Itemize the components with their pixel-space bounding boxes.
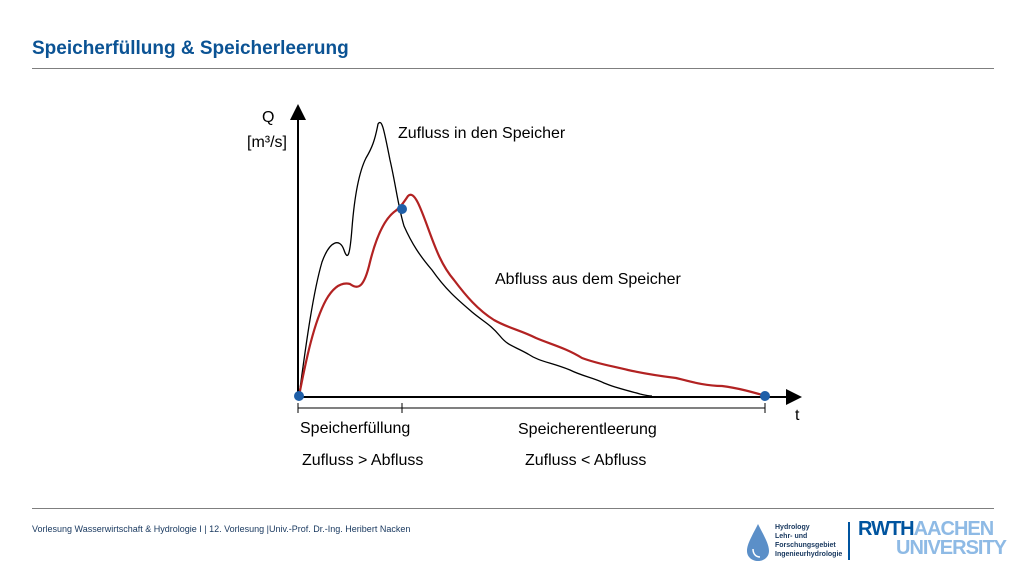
y-axis-unit: [m³/s] [247, 134, 287, 151]
phase-fill-condition: Zufluss > Abfluss [302, 452, 423, 469]
rwth-logo-line1: RWTHAACHEN [858, 518, 1006, 540]
phase-empty-label: Speicherentleerung [518, 421, 657, 438]
rwth-logo-line2: UNIVERSITY [896, 537, 1007, 559]
water-drop-icon [747, 524, 769, 561]
outflow-curve [297, 193, 767, 398]
hydrology-logo-line: Ingenieurhydrologie [775, 551, 843, 558]
outflow-label: Abfluss aus dem Speicher [495, 271, 682, 288]
hydrology-logo-line: Lehr- und [775, 533, 808, 540]
hydrology-logo-line: Forschungsgebiet [775, 542, 836, 549]
phase-empty-condition: Zufluss < Abfluss [525, 452, 646, 469]
rwth-logo-part1: RWTH [858, 518, 915, 540]
logo-divider [848, 522, 850, 560]
phase-fill-label: Speicherfüllung [300, 420, 410, 437]
inflow-label: Zufluss in den Speicher [398, 125, 566, 142]
intersection-marker [397, 204, 407, 214]
hydrology-logo-text: Hydrology Lehr- und Forschungsgebiet Ing… [775, 523, 842, 559]
x-axis-symbol: t [795, 407, 800, 424]
hydrology-logo-line: Hydrology [775, 524, 810, 531]
y-axis-symbol: Q [262, 109, 274, 126]
start-marker [294, 391, 304, 401]
footer-divider [32, 508, 994, 509]
footer-text: Vorlesung Wasserwirtschaft & Hydrologie … [32, 524, 411, 534]
title-divider [32, 68, 994, 69]
end-marker [760, 391, 770, 401]
slide-title: Speicherfüllung & Speicherleerung [32, 38, 349, 59]
rwth-logo-part2: AACHEN [913, 518, 995, 540]
rwth-logo: RWTHAACHEN UNIVERSITY [858, 518, 1007, 559]
inflow-curve [298, 121, 653, 397]
